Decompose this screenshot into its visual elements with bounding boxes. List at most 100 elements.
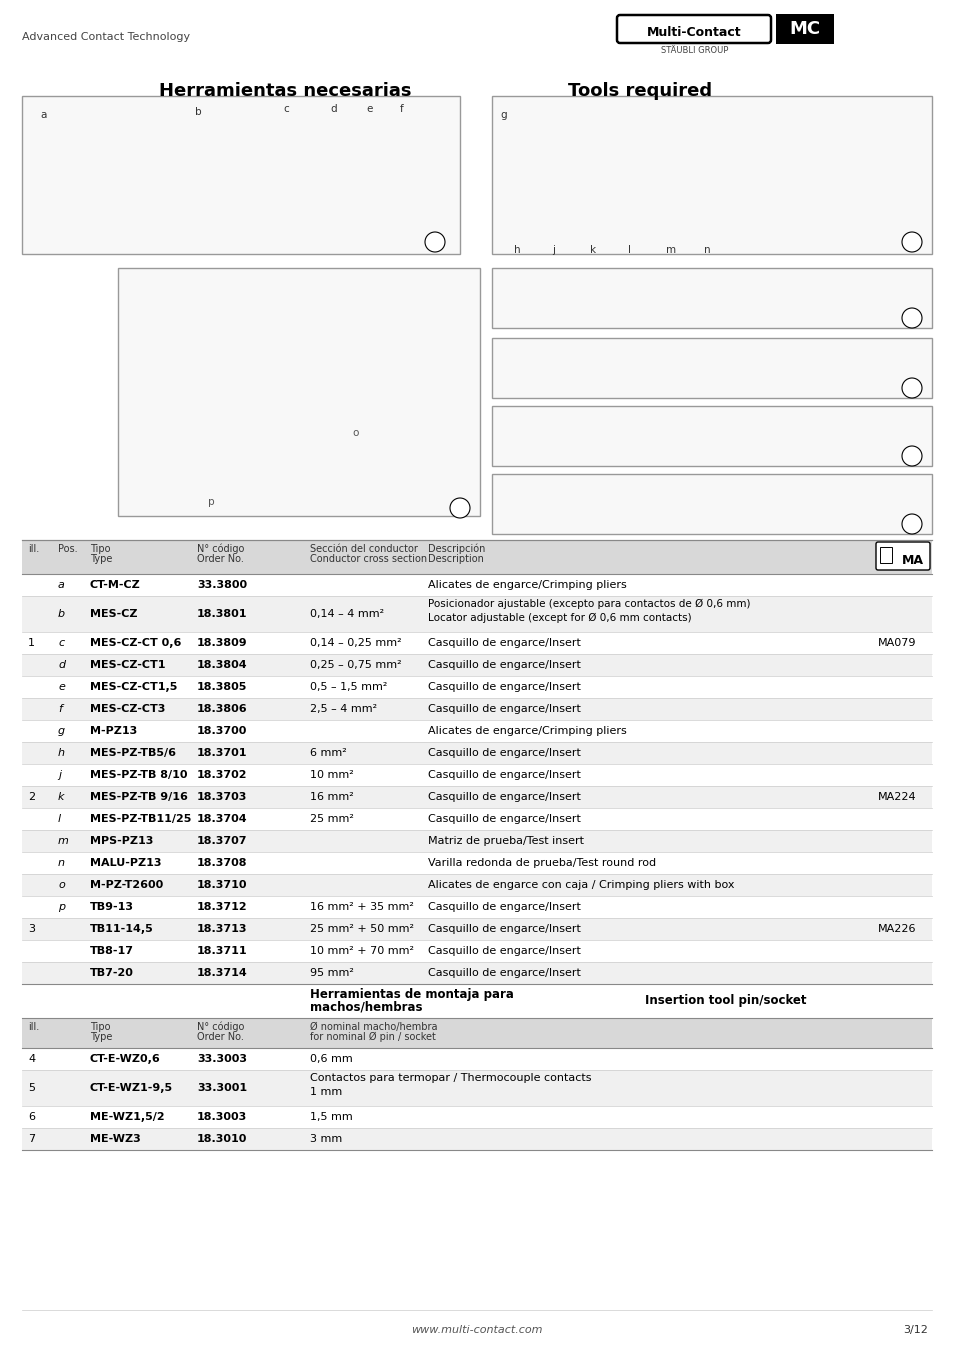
Text: Type: Type <box>90 1031 112 1042</box>
Text: 18.3702: 18.3702 <box>196 769 247 780</box>
Text: 3 mm: 3 mm <box>310 1134 342 1143</box>
Circle shape <box>901 378 921 398</box>
Text: b: b <box>194 107 201 117</box>
Text: 0,5 – 1,5 mm²: 0,5 – 1,5 mm² <box>310 682 387 693</box>
Text: 2: 2 <box>908 238 914 247</box>
Text: 0,14 – 4 mm²: 0,14 – 4 mm² <box>310 609 384 620</box>
Text: www.multi-contact.com: www.multi-contact.com <box>411 1324 542 1335</box>
Text: M-PZ-T2600: M-PZ-T2600 <box>90 880 163 890</box>
Text: n: n <box>703 244 710 255</box>
Text: ME-WZ3: ME-WZ3 <box>90 1134 141 1143</box>
Bar <box>22 940 931 963</box>
Text: Casquillo de engarce/Insert: Casquillo de engarce/Insert <box>428 814 580 824</box>
Text: 1: 1 <box>28 639 35 648</box>
Text: 33.3003: 33.3003 <box>196 1054 247 1064</box>
Bar <box>118 269 479 516</box>
Text: MES-PZ-TB5/6: MES-PZ-TB5/6 <box>90 748 175 757</box>
Bar <box>22 1071 931 1106</box>
Text: k: k <box>589 244 596 255</box>
Bar <box>22 1129 931 1150</box>
Text: MA079: MA079 <box>877 639 916 648</box>
Text: 95 mm²: 95 mm² <box>310 968 354 977</box>
Text: 33.3800: 33.3800 <box>196 580 247 590</box>
Bar <box>22 653 931 676</box>
Bar <box>492 96 931 254</box>
Text: Pos.: Pos. <box>58 544 77 554</box>
Text: 18.3710: 18.3710 <box>196 880 247 890</box>
Text: 18.3708: 18.3708 <box>196 859 247 868</box>
Text: 3/12: 3/12 <box>902 1324 927 1335</box>
Text: Multi-Contact: Multi-Contact <box>646 27 740 39</box>
Text: MA224: MA224 <box>877 792 916 802</box>
Bar <box>22 595 931 632</box>
Text: 18.3805: 18.3805 <box>196 682 247 693</box>
Text: 18.3713: 18.3713 <box>196 923 247 934</box>
Text: f: f <box>399 104 403 113</box>
Text: MES-PZ-TB 9/16: MES-PZ-TB 9/16 <box>90 792 188 802</box>
Text: MES-CZ-CT 0,6: MES-CZ-CT 0,6 <box>90 639 181 648</box>
Text: MES-CZ: MES-CZ <box>90 609 137 620</box>
Text: 6: 6 <box>28 1112 35 1122</box>
Bar <box>22 873 931 896</box>
Text: CT-M-CZ: CT-M-CZ <box>90 580 141 590</box>
Bar <box>22 830 931 852</box>
Text: 5: 5 <box>908 383 914 393</box>
Text: M-PZ13: M-PZ13 <box>90 726 137 736</box>
Text: Casquillo de engarce/Insert: Casquillo de engarce/Insert <box>428 968 580 977</box>
Text: Herramientas de montaja para: Herramientas de montaja para <box>310 988 514 1000</box>
Text: Casquillo de engarce/Insert: Casquillo de engarce/Insert <box>428 769 580 780</box>
Bar <box>22 896 931 918</box>
Text: 1 mm: 1 mm <box>310 1087 342 1098</box>
Text: 18.3714: 18.3714 <box>196 968 248 977</box>
Text: MES-PZ-TB 8/10: MES-PZ-TB 8/10 <box>90 769 188 780</box>
Bar <box>22 963 931 984</box>
Text: m: m <box>665 244 676 255</box>
Circle shape <box>424 232 444 252</box>
Text: Order No.: Order No. <box>196 1031 244 1042</box>
Text: Order No.: Order No. <box>196 554 244 564</box>
Bar <box>775 14 833 45</box>
Text: 18.3801: 18.3801 <box>196 609 247 620</box>
Text: h: h <box>58 748 65 757</box>
Text: CT-E-WZ0,6: CT-E-WZ0,6 <box>90 1054 161 1064</box>
Text: Sección del conductor: Sección del conductor <box>310 544 417 554</box>
Text: 3: 3 <box>456 504 463 513</box>
Text: Matriz de prueba/Test insert: Matriz de prueba/Test insert <box>428 836 583 846</box>
Text: j: j <box>58 769 61 780</box>
Text: Alicates de engarce/Crimping pliers: Alicates de engarce/Crimping pliers <box>428 726 626 736</box>
Text: d: d <box>330 104 336 113</box>
Text: e: e <box>58 682 65 693</box>
Text: 3: 3 <box>28 923 35 934</box>
Text: 0,6 mm: 0,6 mm <box>310 1054 353 1064</box>
Text: 18.3700: 18.3700 <box>196 726 247 736</box>
Text: Posicionador ajustable (excepto para contactos de Ø 0,6 mm): Posicionador ajustable (excepto para con… <box>428 599 750 609</box>
Text: l: l <box>627 244 630 255</box>
Text: l: l <box>58 814 61 824</box>
Text: Contactos para termopar / Thermocouple contacts: Contactos para termopar / Thermocouple c… <box>310 1073 591 1083</box>
Text: 0,25 – 0,75 mm²: 0,25 – 0,75 mm² <box>310 660 401 670</box>
Bar <box>879 547 891 563</box>
Text: 18.3010: 18.3010 <box>196 1134 247 1143</box>
Text: N° código: N° código <box>196 1022 244 1033</box>
Bar <box>22 764 931 786</box>
Text: MES-CZ-CT1: MES-CZ-CT1 <box>90 660 165 670</box>
Text: o: o <box>352 428 358 437</box>
Text: MA226: MA226 <box>877 923 916 934</box>
Text: Casquillo de engarce/Insert: Casquillo de engarce/Insert <box>428 703 580 714</box>
Text: Insertion tool pin/socket: Insertion tool pin/socket <box>644 994 805 1007</box>
Text: Tipo: Tipo <box>90 544 111 554</box>
Text: 7: 7 <box>28 1134 35 1143</box>
Bar <box>22 632 931 653</box>
Text: Type: Type <box>90 554 112 564</box>
Text: 18.3707: 18.3707 <box>196 836 247 846</box>
Text: MALU-PZ13: MALU-PZ13 <box>90 859 161 868</box>
Text: b: b <box>58 609 65 620</box>
Text: Ø nominal macho/hembra: Ø nominal macho/hembra <box>310 1022 437 1031</box>
Circle shape <box>450 498 470 518</box>
Text: 7: 7 <box>908 518 914 529</box>
Text: 10 mm² + 70 mm²: 10 mm² + 70 mm² <box>310 946 414 956</box>
Text: Casquillo de engarce/Insert: Casquillo de engarce/Insert <box>428 902 580 913</box>
Circle shape <box>901 308 921 328</box>
Text: d: d <box>58 660 65 670</box>
Text: c: c <box>283 104 289 113</box>
